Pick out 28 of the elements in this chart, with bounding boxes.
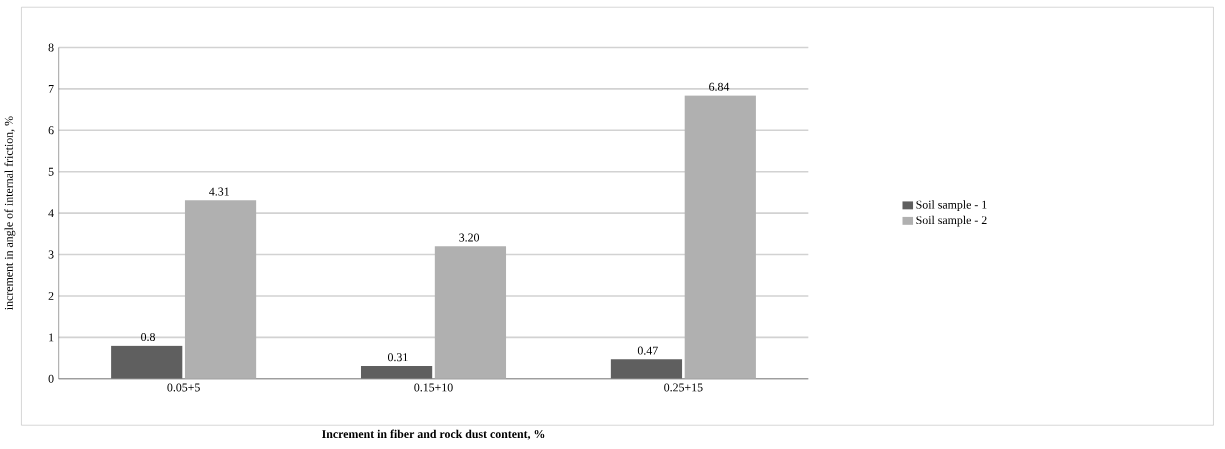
- bar: [111, 345, 183, 379]
- x-tick-label: 0.05+5: [167, 383, 200, 392]
- x-tick-label: 0.25+15: [664, 383, 703, 392]
- x-axis-title: Increment in fiber and rock dust content, %: [322, 429, 545, 440]
- data-label: 3.20: [459, 233, 480, 242]
- y-tick-label: 8: [48, 43, 54, 52]
- y-tick-label: 7: [48, 85, 54, 93]
- y-axis-title: increment in angle of internal friction, %: [4, 116, 16, 310]
- y-tick-label: 5: [48, 167, 54, 176]
- data-label: 6.84: [709, 82, 730, 91]
- data-label: 0.31: [387, 353, 408, 362]
- bar: [184, 200, 257, 379]
- legend-label: Soil sample - 2: [916, 215, 987, 227]
- bar: [360, 365, 433, 379]
- bar: [434, 246, 507, 379]
- bar: [610, 359, 683, 379]
- data-label: 0.8: [141, 332, 155, 341]
- y-tick-label: 0: [48, 374, 54, 383]
- y-tick-label: 3: [48, 250, 54, 259]
- y-tick-label: 1: [49, 333, 54, 342]
- data-label: 0.47: [637, 346, 658, 355]
- data-label: 4.31: [209, 187, 229, 196]
- bar: [684, 95, 756, 379]
- y-tick-label: 2: [48, 292, 54, 300]
- legend-label: Soil sample - 1: [916, 200, 987, 212]
- y-tick-label: 6: [48, 126, 54, 135]
- y-tick-label: 4: [48, 209, 54, 218]
- x-tick-label: 0.15+10: [414, 383, 453, 392]
